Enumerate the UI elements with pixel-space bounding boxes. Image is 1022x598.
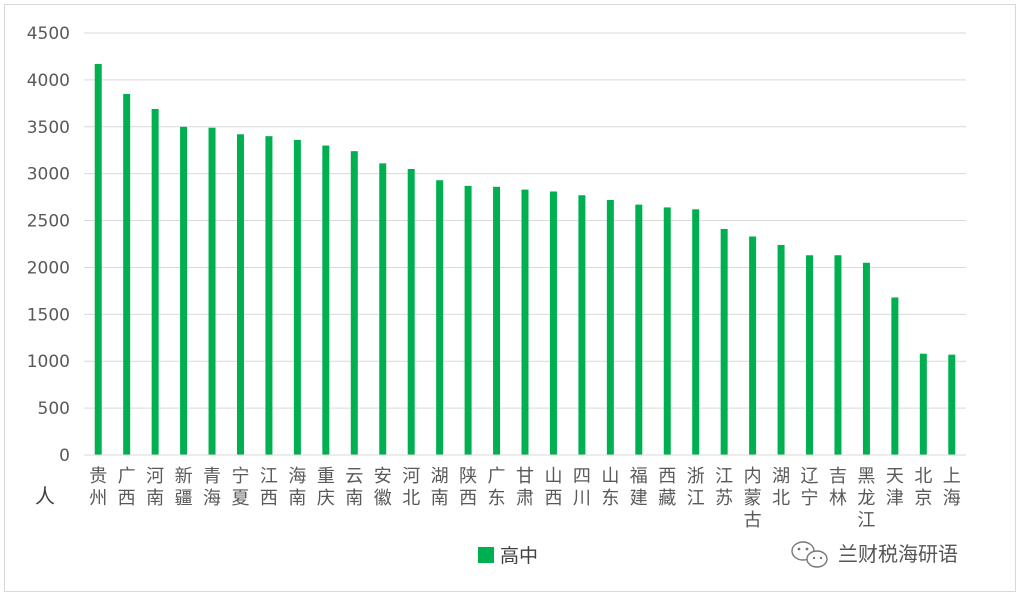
x-tick-label: 福建: [630, 466, 648, 509]
bar: [606, 199, 614, 455]
x-tick-label: 辽宁: [801, 466, 819, 509]
bar: [208, 127, 216, 456]
chart-frame: [4, 4, 1016, 592]
bar: [692, 209, 700, 455]
bar: [663, 207, 671, 455]
legend: 高中: [478, 545, 538, 567]
x-tick-label: 江西: [260, 466, 278, 509]
y-tick-label: 1000: [27, 352, 70, 372]
legend-label: 高中: [500, 545, 538, 567]
x-tick-label: 北京: [914, 466, 932, 509]
y-tick-label: 2000: [27, 258, 70, 278]
bar: [919, 353, 927, 455]
bar: [549, 191, 557, 456]
y-tick-label: 3000: [27, 165, 70, 185]
x-tick-label: 重庆: [317, 466, 335, 509]
x-tick-label: 海南: [288, 466, 306, 509]
bar: [322, 145, 330, 456]
x-tick-label: 安徽: [374, 466, 392, 509]
x-tick-label: 江苏: [715, 466, 733, 509]
x-tick-label: 湖南: [431, 466, 449, 509]
bar: [236, 134, 244, 455]
x-tick-label: 吉林: [829, 466, 847, 509]
bars: [94, 63, 956, 456]
x-tick-label: 广东: [488, 466, 506, 509]
bar: [350, 151, 358, 455]
bar: [720, 228, 728, 455]
bar: [293, 139, 301, 455]
x-tick-label: 上海: [943, 466, 961, 509]
x-tick-label: 广西: [118, 466, 136, 509]
x-tick-label: 四川: [573, 466, 591, 509]
bar: [379, 163, 387, 455]
bar: [493, 186, 501, 455]
bar: [635, 204, 643, 455]
y-axis-ticks: 0 500 1000 1500 2000 2500 3000 3500 4000 4500: [27, 24, 70, 466]
bar: [806, 255, 814, 455]
bar: [891, 297, 899, 455]
bar: [777, 244, 785, 455]
bar: [749, 236, 757, 455]
bar: [265, 136, 273, 455]
x-tick-label: 河北: [402, 466, 420, 509]
x-tick-label: 新疆: [175, 466, 193, 509]
x-tick-label: 天津: [886, 466, 904, 509]
bar: [151, 108, 159, 456]
bar: [123, 93, 131, 455]
x-tick-label: 河南: [146, 466, 164, 509]
y-tick-label: 4000: [27, 71, 70, 91]
y-tick-label: 1500: [27, 305, 70, 325]
x-tick-label: 山西: [544, 466, 562, 509]
y-tick-label: 4500: [27, 24, 70, 44]
x-tick-label: 山东: [601, 466, 619, 509]
gridlines: [84, 32, 966, 409]
x-tick-label: 内蒙古: [744, 466, 762, 531]
bar: [862, 262, 870, 455]
x-tick-label: 黑龙江: [857, 466, 875, 531]
y-tick-label: 500: [38, 399, 70, 419]
watermark-text: 兰财税海研语: [838, 542, 958, 566]
x-tick-label: 湖北: [772, 466, 790, 509]
x-axis-categories: 贵州广西河南新疆青海宁夏江西海南重庆云南安徽河北湖南陕西广东甘肃山西四川山东福建…: [89, 466, 961, 531]
bar: [464, 185, 472, 455]
x-tick-label: 甘肃: [516, 466, 534, 509]
y-tick-label: 0: [59, 446, 70, 466]
y-tick-label: 2500: [27, 212, 70, 232]
x-tick-label: 云南: [345, 466, 363, 509]
bar: [578, 195, 586, 456]
x-tick-label: 浙江: [687, 466, 705, 509]
bar: [407, 168, 415, 455]
x-tick-label: 陕西: [459, 466, 477, 509]
x-tick-label: 宁夏: [231, 466, 249, 509]
bar: [948, 354, 956, 455]
bar: [180, 126, 188, 456]
legend-swatch: [478, 547, 494, 563]
bar: [94, 63, 102, 456]
bar: [521, 189, 529, 455]
y-tick-label: 3500: [27, 118, 70, 138]
x-tick-label: 贵州: [89, 466, 107, 509]
wechat-icon: [791, 541, 828, 568]
y-axis-unit-label: 人: [35, 484, 55, 508]
bar: [436, 180, 444, 455]
watermark: 兰财税海研语: [791, 541, 958, 568]
x-tick-label: 西藏: [658, 466, 676, 509]
bar: [834, 255, 842, 455]
x-tick-label: 青海: [203, 466, 221, 509]
